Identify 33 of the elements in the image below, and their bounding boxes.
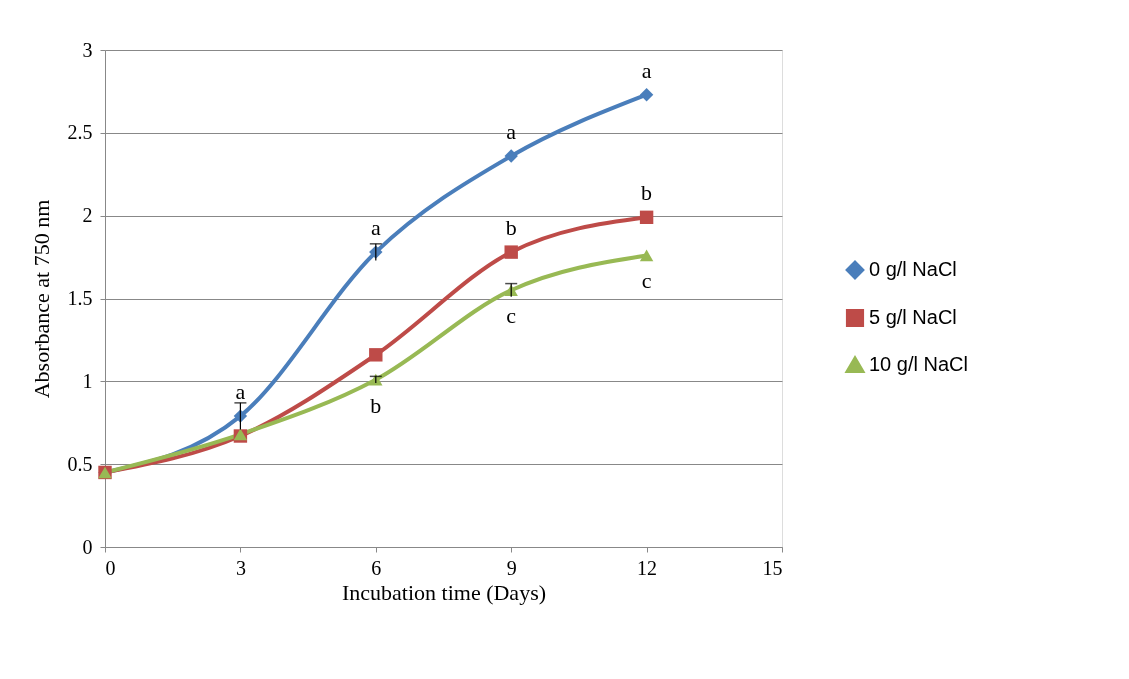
legend-label: 10 g/l NaCl: [869, 353, 968, 375]
x-tick-label: 3: [235, 556, 246, 579]
x-axis-title: Incubation time (Days): [341, 579, 547, 605]
annotation: a: [235, 379, 246, 405]
point: [504, 245, 518, 259]
y-tick-label: 3: [82, 38, 93, 61]
annotation: a: [641, 57, 652, 83]
y-tick-label: 2.5: [67, 121, 93, 144]
y-axis-title: Absorbance at 750 nm: [28, 199, 54, 399]
annotation: b: [505, 215, 517, 241]
y-tick-label: 1: [82, 369, 93, 392]
annotation: c: [641, 268, 652, 294]
x-tick-label: 15: [762, 556, 783, 579]
point: [504, 149, 518, 163]
point: [639, 210, 654, 225]
x-tick-label: 0: [105, 556, 116, 579]
y-tick-label: 0.5: [67, 452, 93, 475]
y-tick-label: 0: [82, 535, 93, 558]
point: [639, 249, 654, 262]
annotation: b: [370, 392, 382, 418]
annotation: c: [506, 303, 517, 329]
x-tick-label: 12: [637, 556, 658, 579]
annotation: a: [506, 119, 517, 145]
point: [639, 88, 654, 102]
annotation: b: [641, 180, 653, 206]
annotation: a: [370, 215, 381, 241]
legend-label: 5 g/l NaCl: [869, 306, 957, 328]
y-tick-label: 2: [82, 204, 93, 227]
point: [369, 348, 383, 362]
x-tick-label: 9: [506, 556, 517, 579]
y-tick-label: 1.5: [67, 287, 93, 309]
x-tick-label: 6: [371, 556, 382, 579]
legend-label: 0 g/l NaCl: [869, 258, 957, 280]
